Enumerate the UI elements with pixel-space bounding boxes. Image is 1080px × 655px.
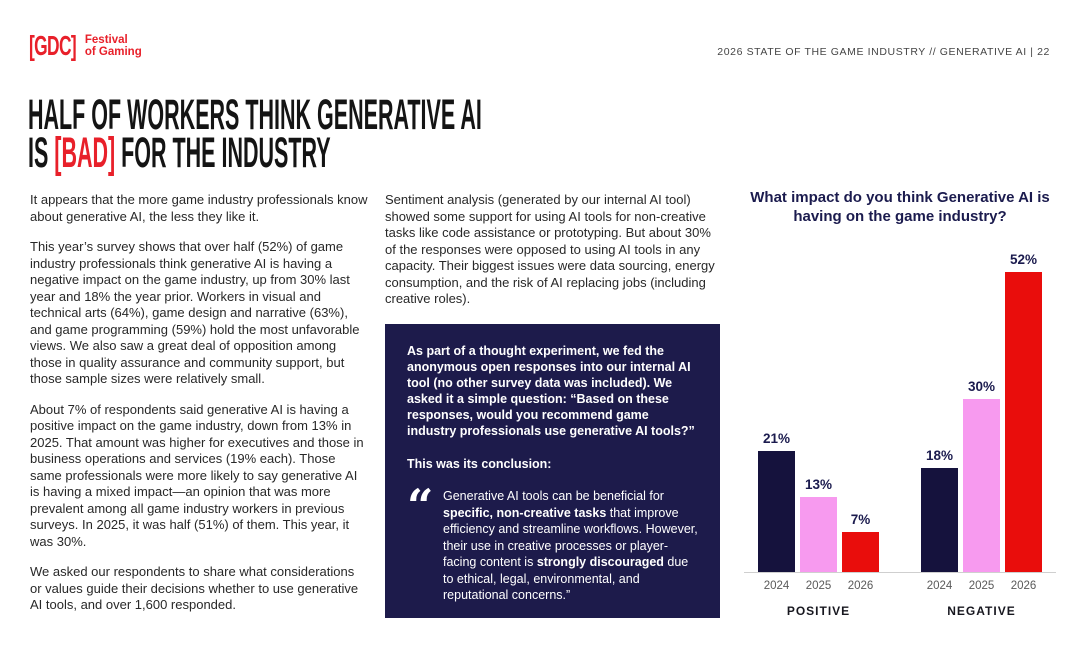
chart-bar xyxy=(842,532,879,572)
gdc-logo-tagline-line2: of Gaming xyxy=(84,46,142,58)
chart-group-label: NEGATIVE xyxy=(947,604,1016,618)
callout-intro-text: As part of a thought experiment, we fed … xyxy=(407,344,695,438)
chart-xlabel-group: 2024 2025 2026 xyxy=(758,580,879,592)
bar-value-label: 18% xyxy=(925,448,954,463)
ai-quote-text: Generative AI tools can be beneficial fo… xyxy=(443,488,698,604)
middle-text-column: Sentiment analysis (generated by our int… xyxy=(385,192,720,322)
bar-value-label: 52% xyxy=(1009,252,1038,267)
body-paragraph: It appears that the more game industry p… xyxy=(30,192,368,224)
body-paragraph: We asked our respondents to share what c… xyxy=(30,564,359,612)
quote-segment: strongly discouraged xyxy=(536,555,664,569)
chart-bar-group: 18% 30% 52% xyxy=(921,252,1042,572)
chart-x-labels: 2024 2025 2026 2024 2025 2026 xyxy=(744,580,1056,592)
body-paragraph: Sentiment analysis (generated by our int… xyxy=(385,192,715,306)
chart-bar xyxy=(800,497,837,572)
chart-title-line1: What impact do you think Generative AI i… xyxy=(750,189,1050,206)
page-title-line2-pre: IS xyxy=(28,129,55,177)
quote-segment: Generative AI tools can be beneficial fo… xyxy=(443,489,664,503)
gdc-logo-tagline: Festival of Gaming xyxy=(85,34,142,58)
chart-bar-column: 13% xyxy=(800,477,837,572)
bar-value-label: 7% xyxy=(850,512,871,527)
chart-bar-column: 18% xyxy=(921,448,958,572)
callout-conclusion-label: This was its conclusion: xyxy=(407,457,552,471)
page-title-line2-post: FOR THE INDUSTRY xyxy=(115,129,331,177)
left-text-column: It appears that the more game industry p… xyxy=(30,192,368,628)
chart-title: What impact do you think Generative AI i… xyxy=(750,188,1050,226)
page-title-bad-highlight: [BAD] xyxy=(54,129,116,177)
open-quote-icon: “ xyxy=(407,479,434,533)
x-tick-label: 2025 xyxy=(805,580,832,592)
chart-bar xyxy=(1005,272,1042,572)
chart-bar-column: 7% xyxy=(842,512,879,572)
body-paragraph: About 7% of respondents said generative … xyxy=(30,401,364,549)
page-title-line1: HALF OF WORKERS THINK GENERATIVE AI xyxy=(28,91,482,139)
chart-bar xyxy=(921,468,958,572)
x-tick-label: 2024 xyxy=(763,580,790,592)
report-breadcrumb: 2026 STATE OF THE GAME INDUSTRY // GENER… xyxy=(717,46,1050,58)
chart-bar xyxy=(758,451,795,572)
x-tick-label: 2024 xyxy=(926,580,953,592)
gdc-logo-tagline-line1: Festival xyxy=(84,34,128,46)
ai-quote-block: “ Generative AI tools can be beneficial … xyxy=(407,479,698,604)
chart-bar-column: 21% xyxy=(758,431,795,572)
chart-bar-column: 30% xyxy=(963,379,1000,572)
bar-value-label: 13% xyxy=(804,477,833,492)
chart-bar-column: 52% xyxy=(1005,252,1042,572)
chart-plot: 21% 13% 7% 18% 30% 52% xyxy=(744,250,1056,573)
x-tick-label: 2025 xyxy=(968,580,995,592)
bar-value-label: 21% xyxy=(762,431,791,446)
chart-bar xyxy=(963,399,1000,572)
x-tick-label: 2026 xyxy=(847,580,874,592)
impact-bar-chart: What impact do you think Generative AI i… xyxy=(744,188,1056,618)
body-paragraph: This year’s survey shows that over half … xyxy=(30,239,360,386)
ai-thought-experiment-callout: As part of a thought experiment, we fed … xyxy=(385,324,720,618)
x-tick-label: 2026 xyxy=(1010,580,1037,592)
page-title: HALF OF WORKERS THINK GENERATIVE AI IS [… xyxy=(28,91,936,175)
chart-title-line2: having on the game industry? xyxy=(793,208,1007,225)
chart-bar-group: 21% 13% 7% xyxy=(758,431,879,572)
chart-group-labels: POSITIVE NEGATIVE xyxy=(744,604,1056,618)
chart-group-label: POSITIVE xyxy=(786,604,851,618)
page-title-line2: IS [BAD] FOR THE INDUSTRY xyxy=(28,132,482,175)
quote-segment: that improve efficiency and streamline w… xyxy=(443,505,698,570)
quote-segment: specific, non-creative tasks xyxy=(443,505,607,520)
bar-value-label: 30% xyxy=(967,379,996,394)
chart-xlabel-group: 2024 2025 2026 xyxy=(921,580,1042,592)
gdc-logo: [GDC] Festival of Gaming xyxy=(29,30,142,62)
gdc-logo-mark: [GDC] xyxy=(29,30,77,61)
quote-segment: due to ethical, legal, environmental, an… xyxy=(443,555,689,602)
